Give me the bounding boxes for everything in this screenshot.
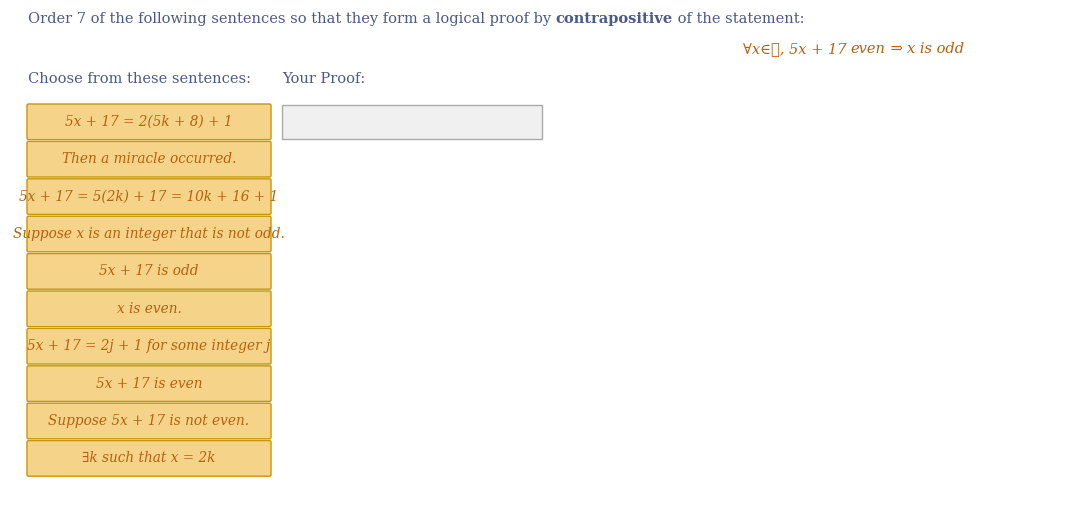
FancyBboxPatch shape xyxy=(27,403,271,439)
Text: of the statement:: of the statement: xyxy=(673,12,804,26)
Text: 5x + 17 is odd: 5x + 17 is odd xyxy=(100,264,198,278)
Text: Your Proof:: Your Proof: xyxy=(282,72,365,86)
Text: contrapositive: contrapositive xyxy=(556,12,673,26)
Text: 5x + 17 is even: 5x + 17 is even xyxy=(95,377,203,390)
FancyBboxPatch shape xyxy=(27,179,271,215)
FancyBboxPatch shape xyxy=(27,291,271,327)
FancyBboxPatch shape xyxy=(282,105,542,138)
Text: ⇒: ⇒ xyxy=(886,42,907,56)
FancyBboxPatch shape xyxy=(27,366,271,402)
FancyBboxPatch shape xyxy=(27,440,271,476)
Text: 5x + 17 = 2(5k + 8) + 1: 5x + 17 = 2(5k + 8) + 1 xyxy=(65,115,233,129)
Text: Choose from these sentences:: Choose from these sentences: xyxy=(28,72,251,86)
Text: x is even.: x is even. xyxy=(117,302,181,316)
Text: x is odd: x is odd xyxy=(907,42,964,56)
FancyBboxPatch shape xyxy=(27,216,271,252)
FancyBboxPatch shape xyxy=(27,142,271,177)
FancyBboxPatch shape xyxy=(27,104,271,140)
FancyBboxPatch shape xyxy=(27,253,271,289)
Text: Suppose 5x + 17 is not even.: Suppose 5x + 17 is not even. xyxy=(49,414,249,428)
Text: Suppose x is an integer that is not odd.: Suppose x is an integer that is not odd. xyxy=(13,227,285,241)
Text: 5x + 17 = 5(2k) + 17 = 10k + 16 + 1: 5x + 17 = 5(2k) + 17 = 10k + 16 + 1 xyxy=(20,190,279,203)
Text: ∀x∈ℤ, 5x + 17: ∀x∈ℤ, 5x + 17 xyxy=(743,42,851,56)
Text: 5x + 17 = 2j + 1 for some integer j: 5x + 17 = 2j + 1 for some integer j xyxy=(27,339,271,353)
Text: Then a miracle occurred.: Then a miracle occurred. xyxy=(62,152,236,166)
FancyBboxPatch shape xyxy=(27,329,271,364)
Text: even: even xyxy=(851,42,886,56)
Text: ∃k such that x = 2k: ∃k such that x = 2k xyxy=(82,451,216,466)
Text: Order 7 of the following sentences so that they form a logical proof by: Order 7 of the following sentences so th… xyxy=(28,12,556,26)
